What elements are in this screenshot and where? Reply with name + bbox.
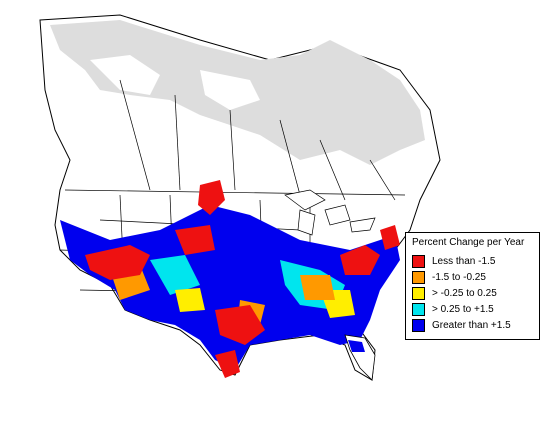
- legend-label: > 0.25 to +1.5: [432, 303, 494, 315]
- legend-swatch: [412, 302, 425, 316]
- trend-patch-blue-fl: [348, 340, 365, 352]
- legend-item: Less than -1.5: [412, 253, 533, 269]
- legend-label: > -0.25 to 0.25: [432, 287, 497, 299]
- legend-swatch: [412, 270, 425, 284]
- trend-patch-orange-2: [300, 275, 335, 300]
- legend-swatch: [412, 286, 425, 300]
- trend-patch-red-east: [340, 245, 380, 275]
- legend-swatch: [412, 318, 425, 332]
- trend-patch-red-west: [85, 245, 150, 280]
- legend-items: Less than -1.5 -1.5 to -0.25 > -0.25 to …: [412, 253, 533, 333]
- trend-patch-yellow-2: [175, 288, 205, 312]
- map-legend: Percent Change per Year Less than -1.5 -…: [405, 232, 540, 340]
- legend-swatch: [412, 254, 425, 268]
- legend-label: -1.5 to -0.25: [432, 271, 486, 283]
- northern-white-patch: [90, 55, 160, 95]
- trend-patches: [60, 180, 400, 378]
- legend-item: > 0.25 to +1.5: [412, 301, 533, 317]
- trend-patch-cyan-2: [150, 255, 200, 295]
- legend-item: Greater than +1.5: [412, 317, 533, 333]
- legend-label: Greater than +1.5: [432, 319, 511, 331]
- legend-label: Less than -1.5: [432, 255, 496, 267]
- legend-title: Percent Change per Year: [412, 237, 525, 248]
- trend-patch-red-north: [198, 180, 225, 215]
- trend-patch-blue: [60, 205, 400, 370]
- legend-item: -1.5 to -0.25: [412, 269, 533, 285]
- great-lakes: [284, 189, 376, 236]
- trend-patch-red-plains: [175, 225, 215, 255]
- trend-patch-red-tx: [215, 350, 240, 378]
- northern-white-patch-2: [200, 70, 260, 110]
- legend-item: > -0.25 to 0.25: [412, 285, 533, 301]
- trend-patch-red-south: [215, 305, 265, 345]
- trend-patch-red-ne: [380, 225, 400, 250]
